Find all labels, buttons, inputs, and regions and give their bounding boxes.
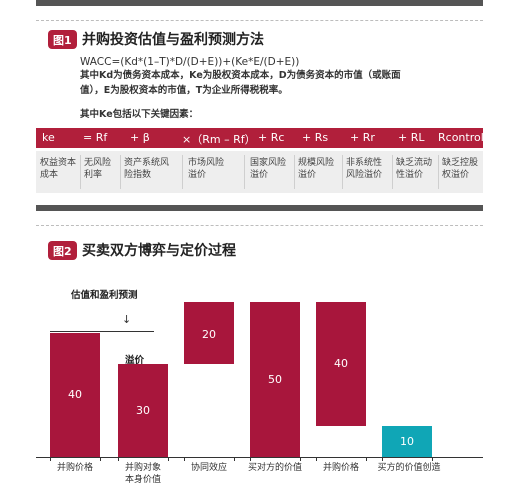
x-label-3: 买对方的价值 bbox=[247, 463, 302, 473]
ke-cell-3: 市场风险 溢价 bbox=[188, 158, 225, 180]
cell-divider bbox=[80, 155, 81, 189]
bar-value-label: 50 bbox=[268, 372, 282, 386]
cell-divider bbox=[120, 155, 121, 189]
ke-cell-6: 非系统性 风险溢价 bbox=[346, 158, 383, 180]
section-divider bbox=[36, 20, 483, 21]
bar-value-label: 40 bbox=[68, 388, 82, 401]
x-tick bbox=[118, 457, 119, 461]
valuation-line bbox=[50, 331, 154, 332]
ke-header-7: + RL bbox=[398, 131, 425, 144]
bar-value-label: 30 bbox=[136, 403, 150, 417]
x-tick bbox=[382, 457, 383, 461]
x-tick bbox=[184, 457, 185, 461]
ke-header-3: ×（Rm – Rf） bbox=[182, 133, 256, 146]
ke-header-1: = Rf bbox=[83, 131, 108, 144]
ke-cell-8: 缺乏控股 权溢价 bbox=[442, 158, 479, 180]
ke-header-6: + Rr bbox=[350, 131, 375, 144]
ke-table-header: ke = Rf + β ×（Rm – Rf） + Rc + Rs + Rr + … bbox=[36, 128, 484, 148]
figure1-title: 并购投资估值与盈利预测方法 bbox=[82, 32, 264, 48]
valuation-note: 估值和盈利预测 bbox=[71, 290, 138, 301]
top-rule bbox=[36, 0, 483, 6]
bar-2 bbox=[184, 302, 234, 364]
figure2-rule bbox=[36, 205, 483, 211]
formula-desc-line2: 值），E为股权资本的市值，T为企业所得税税率。 bbox=[80, 85, 288, 96]
x-tick bbox=[300, 457, 301, 461]
ke-cell-5: 规模风险 溢价 bbox=[298, 158, 335, 180]
ke-cell-0: 权益资本 成本 bbox=[40, 158, 77, 180]
ke-header-8: Rcontrol bbox=[438, 131, 484, 144]
bar-1 bbox=[118, 364, 168, 457]
cell-divider bbox=[182, 155, 183, 189]
x-tick bbox=[234, 457, 235, 461]
x-label-1: 并购对象 本身价值 bbox=[124, 463, 161, 485]
formula-desc-line1: 其中Kd为债务资本成本，Ke为股权资本成本，D为债务资本的市值（或账面 bbox=[80, 70, 401, 81]
x-tick bbox=[250, 457, 251, 461]
cell-divider bbox=[294, 155, 295, 189]
figure2-badge: 图2 bbox=[48, 241, 77, 260]
ke-header-4: + Rc bbox=[258, 131, 285, 144]
ke-cell-1: 无风险 利率 bbox=[84, 158, 112, 180]
ke-table-body: 权益资本 成本 无风险 利率 资产系统风 险指数 市场风险 溢价 国家风险 溢价 规模风险… bbox=[36, 151, 483, 193]
x-tick bbox=[432, 457, 433, 461]
x-label-0: 并购价格 bbox=[56, 463, 93, 473]
x-tick bbox=[316, 457, 317, 461]
wacc-formula: WACC=(Kd*(1–T)*D/(D+E))+(Ke*E/(D+E)) bbox=[80, 56, 300, 68]
x-tick bbox=[50, 457, 51, 461]
bar-4 bbox=[316, 302, 366, 426]
figure2-title: 买卖双方博弈与定价过程 bbox=[82, 243, 236, 259]
bar-3 bbox=[250, 302, 300, 457]
section-divider bbox=[36, 225, 483, 226]
figure1-badge: 图1 bbox=[48, 30, 77, 49]
x-tick bbox=[100, 457, 101, 461]
cell-divider bbox=[244, 155, 245, 189]
x-tick bbox=[366, 457, 367, 461]
ke-cell-2: 资产系统风 险指数 bbox=[124, 158, 170, 180]
bar-5 bbox=[382, 426, 432, 457]
premium-note: 溢价 bbox=[125, 355, 145, 366]
x-label-5: 买方的价值创造 bbox=[377, 463, 441, 473]
ke-header-5: + Rs bbox=[302, 131, 329, 144]
down-arrow-icon: ↓ bbox=[122, 313, 132, 326]
ke-cell-4: 国家风险 溢价 bbox=[250, 158, 287, 180]
bar-0 bbox=[50, 333, 100, 457]
ke-header-0: ke bbox=[42, 131, 55, 144]
x-label-4: 并购价格 bbox=[322, 463, 359, 473]
cell-divider bbox=[438, 155, 439, 189]
x-axis bbox=[36, 457, 483, 458]
cell-divider bbox=[392, 155, 393, 189]
bar-value-label: 10 bbox=[400, 434, 414, 448]
key-factors-title: 其中Ke包括以下关键因素： bbox=[80, 109, 199, 120]
ke-header-2: + β bbox=[130, 131, 150, 144]
x-label-2: 协同效应 bbox=[190, 463, 227, 473]
cell-divider bbox=[342, 155, 343, 189]
bar-value-label: 20 bbox=[202, 328, 216, 341]
bar-value-label: 40 bbox=[334, 357, 348, 370]
ke-cell-7: 缺乏流动 性溢价 bbox=[396, 158, 433, 180]
x-tick bbox=[168, 457, 169, 461]
